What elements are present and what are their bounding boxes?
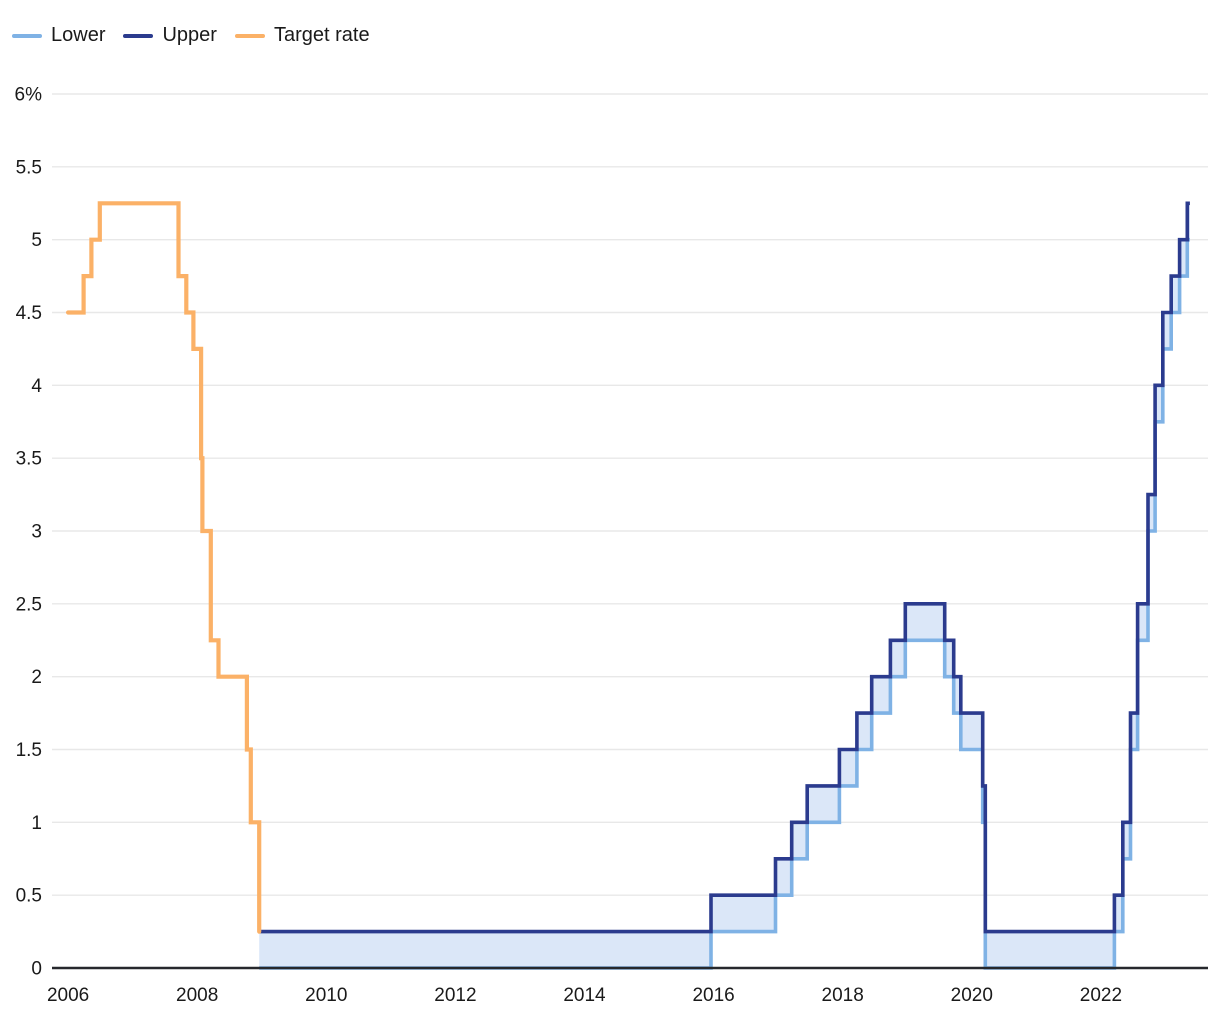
x-tick-label: 2022 bbox=[1080, 985, 1122, 1006]
x-tick-label: 2010 bbox=[305, 985, 347, 1006]
upper-line bbox=[259, 201, 1190, 934]
y-tick-label: 5.5 bbox=[16, 157, 42, 178]
y-tick-label: 4 bbox=[31, 376, 42, 397]
y-tick-label: 2.5 bbox=[16, 594, 42, 615]
y-tick-label: 0 bbox=[31, 959, 42, 980]
x-tick-label: 2016 bbox=[692, 985, 734, 1006]
legend-item-upper: Upper bbox=[123, 24, 217, 47]
legend: Lower Upper Target rate bbox=[12, 24, 370, 47]
target-rate-line bbox=[66, 201, 262, 934]
y-tick-label: 6% bbox=[15, 85, 43, 106]
y-tick-label: 3.5 bbox=[16, 449, 42, 470]
y-tick-label: 0.5 bbox=[16, 886, 42, 907]
y-tick-label: 3 bbox=[31, 522, 42, 543]
x-tick-label: 2014 bbox=[563, 985, 606, 1006]
legend-item-lower: Lower bbox=[12, 24, 105, 47]
lower-line-swatch-icon bbox=[12, 33, 42, 38]
legend-label-target: Target rate bbox=[273, 24, 370, 46]
legend-item-target: Target rate bbox=[234, 24, 370, 47]
x-tick-label: 2020 bbox=[951, 985, 993, 1006]
x-tick-label: 2018 bbox=[822, 985, 864, 1006]
target-rate-swatch-icon bbox=[234, 33, 265, 38]
x-tick-label: 2008 bbox=[176, 985, 218, 1006]
x-tick-label: 2012 bbox=[434, 985, 476, 1006]
legend-label-upper: Upper bbox=[162, 24, 217, 46]
y-tick-label: 5 bbox=[31, 230, 42, 251]
upper-line-swatch-icon bbox=[123, 33, 154, 38]
y-tick-label: 1.5 bbox=[16, 740, 42, 761]
band-fill bbox=[259, 203, 1190, 969]
y-tick-label: 2 bbox=[31, 667, 42, 688]
lower-line bbox=[259, 237, 1190, 970]
y-tick-label: 4.5 bbox=[16, 303, 42, 324]
legend-label-lower: Lower bbox=[51, 24, 106, 46]
x-tick-label: 2006 bbox=[47, 985, 89, 1006]
y-tick-label: 1 bbox=[31, 813, 42, 834]
